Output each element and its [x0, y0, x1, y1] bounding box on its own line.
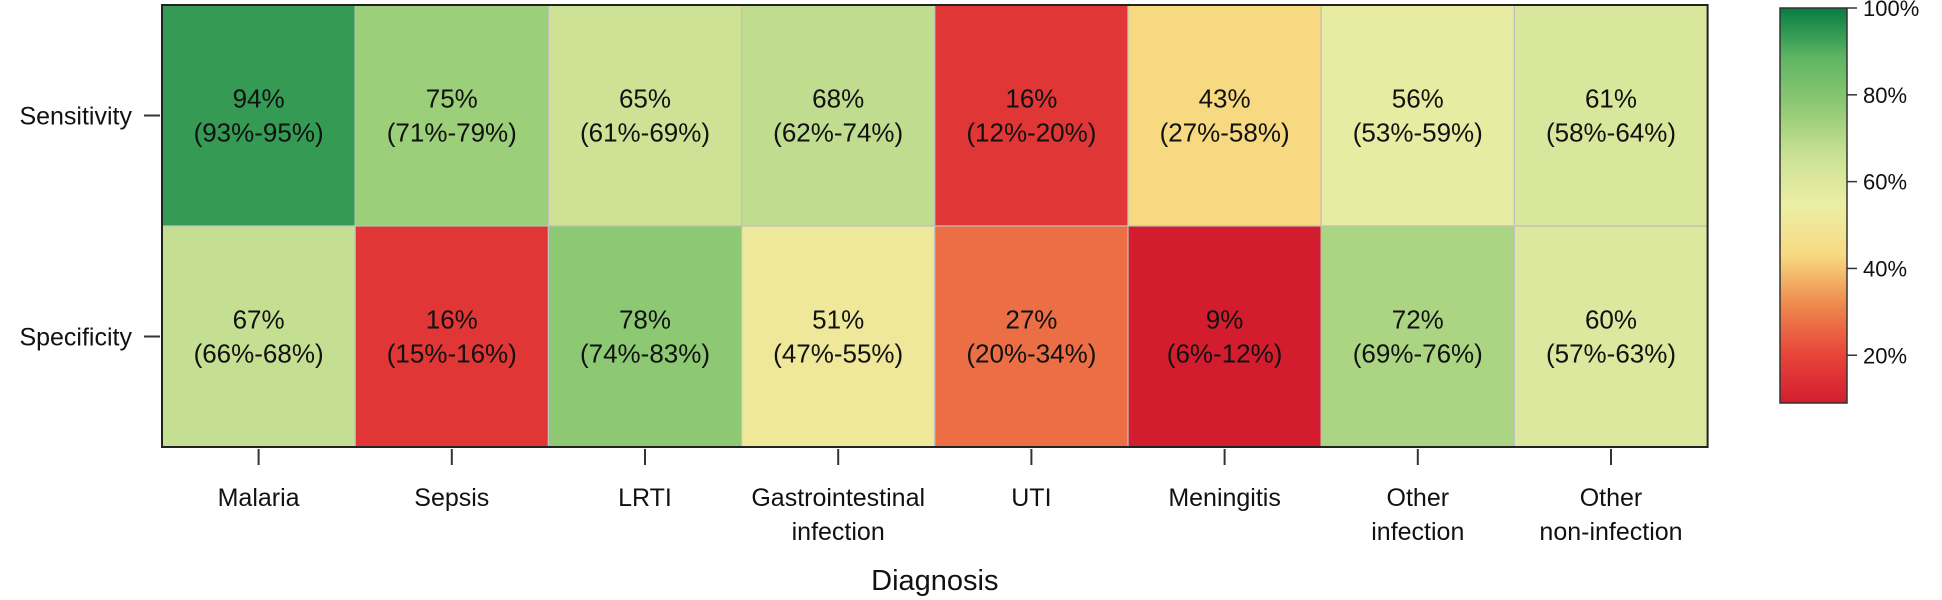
x-axis-title: Diagnosis [871, 565, 998, 597]
heatmap-cell [934, 225, 1129, 448]
cell-value-label: 27% [1005, 305, 1057, 335]
colorbar-tick-label: 80% [1863, 83, 1907, 108]
cell-interval-label: (53%-59%) [1353, 118, 1483, 148]
heatmap-cell [740, 4, 936, 227]
cell-value-label: 67% [233, 305, 285, 335]
heatmap-cell [1513, 225, 1709, 448]
cell-interval-label: (6%-12%) [1167, 339, 1283, 369]
cell-value-label: 61% [1585, 84, 1637, 114]
cell-value-label: 65% [619, 84, 671, 114]
cell-interval-label: (27%-58%) [1160, 118, 1290, 148]
x-tick-label: UTI [1011, 484, 1051, 512]
cell-interval-label: (20%-34%) [966, 339, 1096, 369]
heatmap-cell [354, 4, 550, 227]
x-tick-label: Sepsis [414, 484, 489, 512]
colorbar-tick-label: 60% [1863, 170, 1907, 195]
cell-interval-label: (58%-64%) [1546, 118, 1676, 148]
cell-interval-label: (71%-79%) [387, 118, 517, 148]
cell-value-label: 16% [426, 305, 478, 335]
heatmap-cell [934, 4, 1129, 227]
cell-value-label: 51% [812, 305, 864, 335]
heatmap-cell [740, 225, 936, 448]
cell-interval-label: (61%-69%) [580, 118, 710, 148]
cell-value-label: 60% [1585, 305, 1637, 335]
cell-value-label: 43% [1199, 84, 1251, 114]
heatmap-cell [1320, 4, 1515, 227]
cell-value-label: 75% [426, 84, 478, 114]
heatmap-cell [1127, 4, 1322, 227]
heatmap-cell [1513, 4, 1709, 227]
heatmap-cell [547, 4, 743, 227]
cell-interval-label: (69%-76%) [1353, 339, 1483, 369]
x-tick-label: Malaria [218, 484, 300, 512]
cell-value-label: 68% [812, 84, 864, 114]
heatmap-cell [1320, 225, 1515, 448]
heatmap-cell [547, 225, 743, 448]
cell-value-label: 9% [1206, 305, 1244, 335]
plot-frame [161, 4, 1709, 448]
cell-value-label: 72% [1392, 305, 1444, 335]
colorbar [1779, 7, 1848, 404]
y-tick-label: Specificity [19, 324, 132, 352]
x-tick-label: Meningitis [1168, 484, 1281, 512]
cell-interval-label: (62%-74%) [773, 118, 903, 148]
x-tick-label: LRTI [618, 484, 672, 512]
x-tick-label: Gastrointestinal infection [751, 484, 925, 546]
cell-value-label: 16% [1005, 84, 1057, 114]
heatmap-cell [1127, 225, 1322, 448]
heatmap-cell [354, 225, 550, 448]
cell-interval-label: (93%-95%) [194, 118, 324, 148]
cell-value-label: 78% [619, 305, 671, 335]
colorbar-tick-label: 20% [1863, 343, 1907, 368]
x-tick-label: Other non-infection [1539, 484, 1682, 546]
colorbar-tick-label: 40% [1863, 256, 1907, 281]
y-tick-label: Sensitivity [19, 103, 132, 131]
cell-interval-label: (12%-20%) [966, 118, 1096, 148]
cell-interval-label: (66%-68%) [194, 339, 324, 369]
cell-interval-label: (57%-63%) [1546, 339, 1676, 369]
cell-value-label: 56% [1392, 84, 1444, 114]
cell-interval-label: (47%-55%) [773, 339, 903, 369]
heatmap-cell [161, 225, 356, 448]
x-tick-label: Other infection [1371, 484, 1464, 546]
cell-interval-label: (74%-83%) [580, 339, 710, 369]
cell-interval-label: (15%-16%) [387, 339, 517, 369]
cell-value-label: 94% [233, 84, 285, 114]
heatmap-cell [161, 4, 356, 227]
colorbar-tick-label: 100% [1863, 0, 1919, 21]
